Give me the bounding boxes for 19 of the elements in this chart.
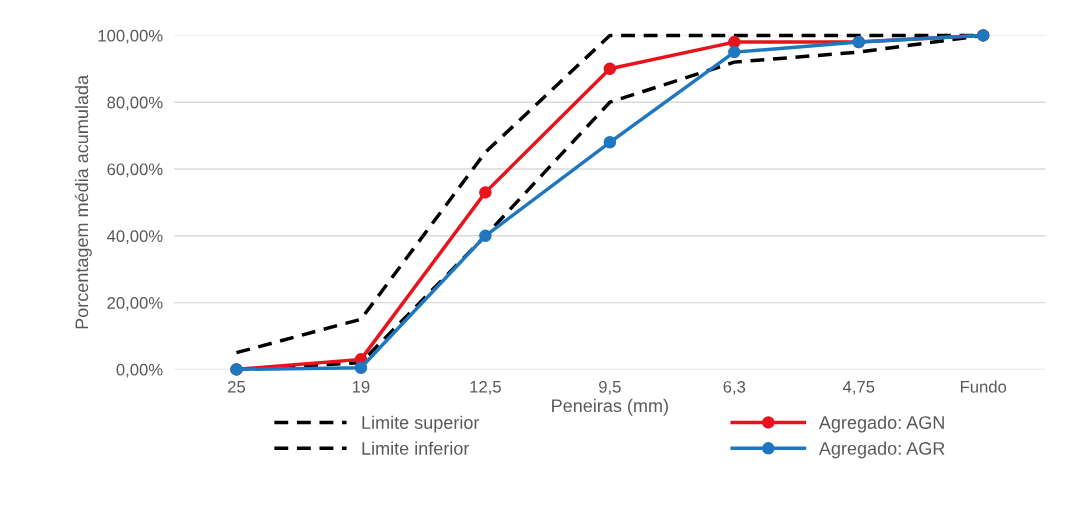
x-tick-label: 6,3 xyxy=(723,380,746,395)
y-axis-title: Porcentagem média acumulada xyxy=(74,74,92,329)
x-tick-label: 12,5 xyxy=(470,380,501,395)
x-tick-label: 9,5 xyxy=(599,380,621,395)
y-tick-label: 60,00% xyxy=(107,163,163,178)
x-tick-label: 19 xyxy=(352,380,370,393)
y-tick-label: 40,00% xyxy=(106,230,163,244)
y-tick-label: 100,00% xyxy=(98,29,163,44)
x-tick-label: 4,75 xyxy=(842,381,875,395)
y-tick-label: 80,00% xyxy=(107,96,163,111)
x-tick-label: 25 xyxy=(228,380,246,393)
y-tick-label: 20,00% xyxy=(107,296,163,311)
legend-label: Agregado: AGR xyxy=(818,441,945,459)
y-tick-label: 0,00% xyxy=(116,363,163,378)
legend-label: Agregado: AGN xyxy=(818,415,944,433)
legend-label: Limite inferior xyxy=(362,441,470,455)
x-axis-title: Peneiras (mm) xyxy=(552,398,668,416)
x-tick-label: Fundo xyxy=(960,380,1007,393)
legend-label: Limite superior xyxy=(362,415,480,433)
